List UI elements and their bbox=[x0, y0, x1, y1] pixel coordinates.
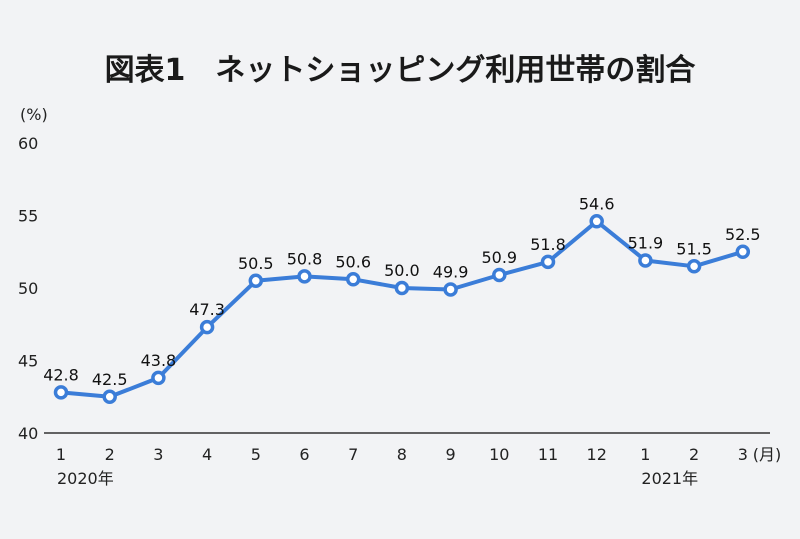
data-label: 47.3 bbox=[189, 300, 225, 319]
data-point bbox=[540, 254, 556, 270]
year-label: 2020年 bbox=[57, 469, 114, 488]
data-label: 50.5 bbox=[238, 254, 274, 273]
x-tick-label: 2 bbox=[105, 445, 115, 464]
data-label: 54.6 bbox=[579, 194, 615, 213]
x-tick-label: 8 bbox=[397, 445, 407, 464]
data-label: 42.8 bbox=[43, 365, 79, 384]
x-axis-ticks: 1 2 3 4 5 6 7 8 9 10 11 12 1 2 3 bbox=[56, 445, 748, 464]
data-point bbox=[297, 269, 312, 284]
data-label: 50.6 bbox=[335, 252, 371, 271]
y-tick-label: 50 bbox=[18, 279, 38, 298]
x-tick-label: 6 bbox=[299, 445, 309, 464]
data-point bbox=[151, 370, 166, 386]
data-point bbox=[394, 280, 410, 296]
data-label: 50.0 bbox=[384, 261, 420, 280]
x-tick-label: 11 bbox=[538, 445, 558, 464]
data-point bbox=[345, 272, 361, 287]
x-tick-label: 1 bbox=[640, 445, 650, 464]
data-point bbox=[102, 389, 117, 404]
x-tick-label: 10 bbox=[489, 445, 509, 464]
y-tick-label: 40 bbox=[18, 424, 38, 443]
data-label: 51.8 bbox=[530, 235, 566, 254]
year-labels: 2020年 2021年 bbox=[57, 469, 698, 488]
data-label: 49.9 bbox=[433, 262, 469, 281]
x-tick-label: 1 bbox=[56, 445, 66, 464]
year-label: 2021年 bbox=[641, 469, 698, 488]
x-tick-label: 7 bbox=[348, 445, 358, 464]
x-tick-label: 2 bbox=[689, 445, 699, 464]
x-tick-label: 3 bbox=[738, 445, 748, 464]
y-tick-label: 55 bbox=[18, 207, 38, 226]
data-label: 52.5 bbox=[725, 225, 761, 244]
chart-title: 図表1 ネットショッピング利用世帯の割合 bbox=[105, 53, 696, 88]
data-point bbox=[248, 273, 264, 288]
data-label: 43.8 bbox=[141, 351, 177, 370]
data-point bbox=[638, 253, 653, 268]
y-axis-ticks: 40 45 50 55 60 bbox=[18, 134, 38, 443]
data-point bbox=[199, 319, 215, 335]
data-point bbox=[735, 244, 751, 259]
x-tick-label: 3 bbox=[153, 445, 163, 464]
data-points bbox=[53, 214, 751, 404]
x-tick-label: 9 bbox=[446, 445, 456, 464]
y-axis-unit: (%) bbox=[20, 105, 48, 124]
data-point bbox=[492, 267, 507, 283]
data-point bbox=[443, 282, 458, 297]
data-label: 50.8 bbox=[287, 249, 323, 268]
x-tick-label: 12 bbox=[587, 445, 607, 464]
y-tick-label: 60 bbox=[18, 134, 38, 153]
y-tick-label: 45 bbox=[18, 352, 38, 371]
data-label: 50.9 bbox=[481, 248, 517, 267]
data-label: 42.5 bbox=[92, 370, 128, 389]
x-axis-unit: (月) bbox=[753, 445, 782, 464]
data-point bbox=[686, 259, 702, 274]
x-tick-label: 4 bbox=[202, 445, 212, 464]
data-point bbox=[589, 214, 604, 229]
data-labels: 42.8 42.5 43.8 47.3 50.5 50.8 50.6 50.0 49.9 50.9… bbox=[43, 194, 760, 388]
data-label: 51.5 bbox=[676, 239, 712, 258]
x-tick-label: 5 bbox=[251, 445, 261, 464]
data-point bbox=[53, 385, 69, 400]
data-label: 51.9 bbox=[628, 233, 664, 252]
